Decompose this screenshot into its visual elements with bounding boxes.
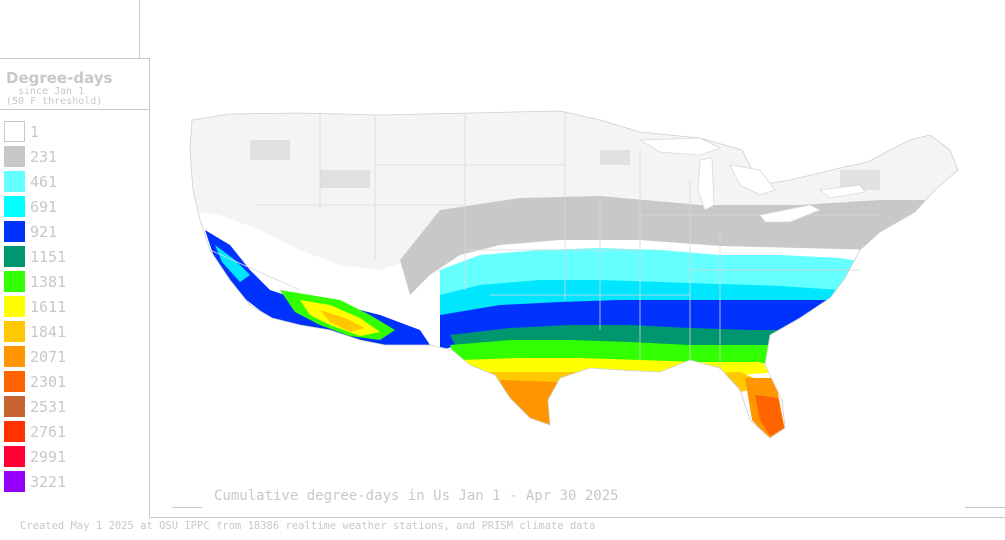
legend-row: 461 bbox=[4, 171, 148, 193]
legend-label: 2301 bbox=[30, 373, 67, 391]
legend-row: 2071 bbox=[4, 346, 148, 368]
legend-subtitle-since: since Jan 1 bbox=[18, 86, 85, 97]
legend-label: 2991 bbox=[30, 448, 67, 466]
legend-title: Degree-days bbox=[6, 69, 113, 87]
legend-label: 3221 bbox=[30, 473, 67, 491]
legend-subtitle-threshold: (50 F threshold) bbox=[6, 96, 103, 107]
legend-row: 2991 bbox=[4, 446, 148, 468]
legend-label: 691 bbox=[30, 198, 58, 216]
legend-swatch bbox=[4, 371, 25, 392]
legend-panel: Degree-days since Jan 1 (50 F threshold)… bbox=[0, 58, 150, 518]
legend-row: 3221 bbox=[4, 471, 148, 493]
legend-swatch bbox=[4, 321, 25, 342]
legend-row: 231 bbox=[4, 146, 148, 168]
legend-label: 2071 bbox=[30, 348, 67, 366]
legend-row: 2761 bbox=[4, 421, 148, 443]
legend-swatch bbox=[4, 146, 25, 167]
legend-row: 1 bbox=[4, 121, 148, 143]
legend-swatch bbox=[4, 246, 25, 267]
frame-top-vertical-line bbox=[139, 0, 140, 58]
legend-divider bbox=[0, 109, 150, 110]
legend-label: 1841 bbox=[30, 323, 67, 341]
legend-swatch bbox=[4, 271, 25, 292]
legend-swatch bbox=[4, 296, 25, 317]
legend-row: 2531 bbox=[4, 396, 148, 418]
legend-row: 2301 bbox=[4, 371, 148, 393]
legend-swatch bbox=[4, 421, 25, 442]
legend-swatch bbox=[4, 471, 25, 492]
legend-label: 1611 bbox=[30, 298, 67, 316]
legend-swatch bbox=[4, 396, 25, 417]
legend-label: 1 bbox=[30, 123, 40, 141]
legend-swatch bbox=[4, 346, 25, 367]
legend-label: 1151 bbox=[30, 248, 67, 266]
legend-label: 921 bbox=[30, 223, 58, 241]
legend-label: 2761 bbox=[30, 423, 67, 441]
frame-bottom-left-line bbox=[172, 507, 202, 508]
legend-swatch bbox=[4, 221, 25, 242]
legend-swatch bbox=[4, 196, 25, 217]
frame-bottom-right-line bbox=[965, 507, 1005, 508]
legend-row: 921 bbox=[4, 221, 148, 243]
legend-label: 2531 bbox=[30, 398, 67, 416]
legend-label: 1381 bbox=[30, 273, 67, 291]
legend-row: 1151 bbox=[4, 246, 148, 268]
legend-label: 231 bbox=[30, 148, 58, 166]
legend-swatch bbox=[4, 121, 25, 142]
legend-row: 1381 bbox=[4, 271, 148, 293]
legend-swatch bbox=[4, 171, 25, 192]
legend-row: 1841 bbox=[4, 321, 148, 343]
credit-line: Created May 1 2025 at OSU IPPC from 1838… bbox=[20, 520, 596, 532]
legend-row: 1611 bbox=[4, 296, 148, 318]
legend-swatch bbox=[4, 446, 25, 467]
map-title: Cumulative degree-days in Us Jan 1 - Apr… bbox=[214, 488, 619, 504]
legend-label: 461 bbox=[30, 173, 58, 191]
legend-row: 691 bbox=[4, 196, 148, 218]
frame-bottom-line bbox=[150, 517, 1005, 518]
